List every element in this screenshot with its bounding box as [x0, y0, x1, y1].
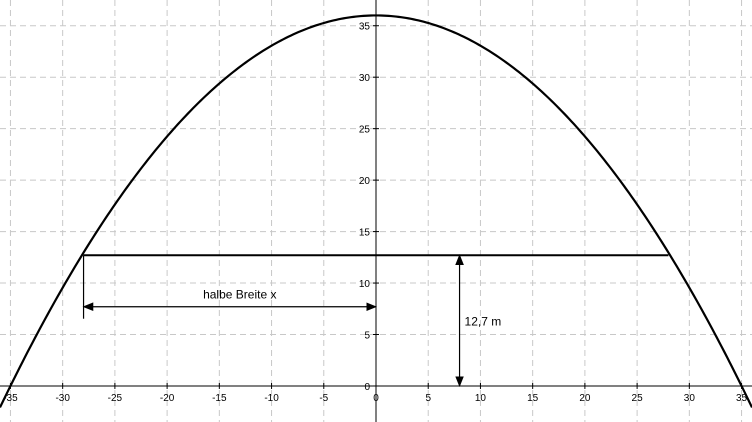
- x-tick-label: 25: [632, 393, 644, 404]
- x-tick-label: 30: [684, 393, 696, 404]
- tick-labels: -35 -30 -25 -20 -15 -10 -5 0 5 10 15 20 25 30 35 0 5 10 15…: [3, 22, 747, 404]
- x-tick-label: -25: [108, 393, 123, 404]
- y-tick-label: 10: [359, 279, 371, 290]
- x-tick-label: 35: [736, 393, 748, 404]
- y-tick-label: 15: [359, 228, 371, 239]
- x-tick-label: -15: [212, 393, 227, 404]
- x-tick-label: 20: [579, 393, 591, 404]
- x-tick-label: -20: [160, 393, 175, 404]
- x-tick-label: -30: [55, 393, 70, 404]
- x-tick-label: 0: [373, 393, 379, 404]
- y-tick-label: 20: [359, 176, 371, 187]
- annotations: halbe Breite x 12,7 m: [82, 254, 502, 388]
- x-tick-label: 5: [425, 393, 431, 404]
- y-tick-label: 30: [359, 73, 371, 84]
- x-tick-label: -35: [3, 393, 18, 404]
- x-tick-label: -5: [319, 393, 328, 404]
- y-tick-label: 5: [364, 331, 370, 342]
- y-tick-label: 0: [364, 382, 370, 393]
- y-tick-label: 25: [359, 125, 371, 136]
- series: [0, 14, 752, 408]
- x-tick-label: 10: [475, 393, 487, 404]
- height-label: 12,7 m: [465, 315, 502, 329]
- x-tick-label: -10: [264, 393, 279, 404]
- parabola-curve: [0, 14, 752, 408]
- half-width-label: halbe Breite x: [203, 288, 276, 302]
- y-tick-label: 35: [359, 22, 371, 33]
- x-tick-label: 15: [527, 393, 539, 404]
